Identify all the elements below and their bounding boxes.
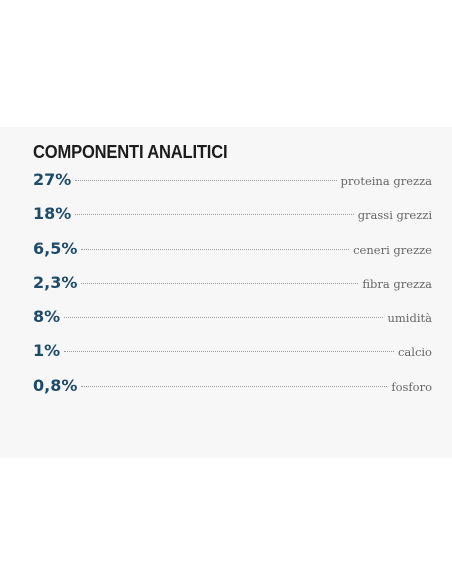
dot-leader [64,317,384,319]
dot-leader [75,214,354,216]
panel-title: COMPONENTI ANALITICI [33,142,228,162]
component-value: 18% [33,204,72,224]
dot-leader [64,351,394,353]
component-value: 0,8% [33,375,78,395]
dot-leader [81,282,359,284]
component-row: 6,5% ceneri grezze [33,239,432,273]
component-value: 2,3% [33,272,78,292]
component-value: 27% [33,170,72,189]
component-value: 8% [33,307,61,327]
component-label: fosforo [391,379,432,394]
component-row: 8% umidità [33,307,432,341]
component-label: ceneri grezze [353,242,432,257]
dot-leader [75,180,337,181]
component-row: 0,8% fosforo [33,376,432,410]
analysis-panel: COMPONENTI ANALITICI 27% proteina grezza 1… [0,127,452,458]
component-row: 27% proteina grezza [33,170,432,204]
component-row: 2,3% fibra grezza [33,273,432,307]
component-label: calcio [397,345,432,360]
dot-leader [81,248,350,250]
component-value: 6,5% [33,238,78,258]
dot-leader [81,385,388,387]
component-label: fibra grezza [362,276,432,291]
component-label: proteina grezza [340,174,432,188]
component-row: 18% grassi grezzi [33,204,432,238]
component-value: 1% [33,341,61,361]
component-label: umidità [387,311,432,326]
rows: 27% proteina grezza 18% grassi grezzi 6,5% ce… [33,170,432,410]
component-label: grassi grezzi [357,208,432,223]
component-row: 1% calcio [33,341,432,375]
